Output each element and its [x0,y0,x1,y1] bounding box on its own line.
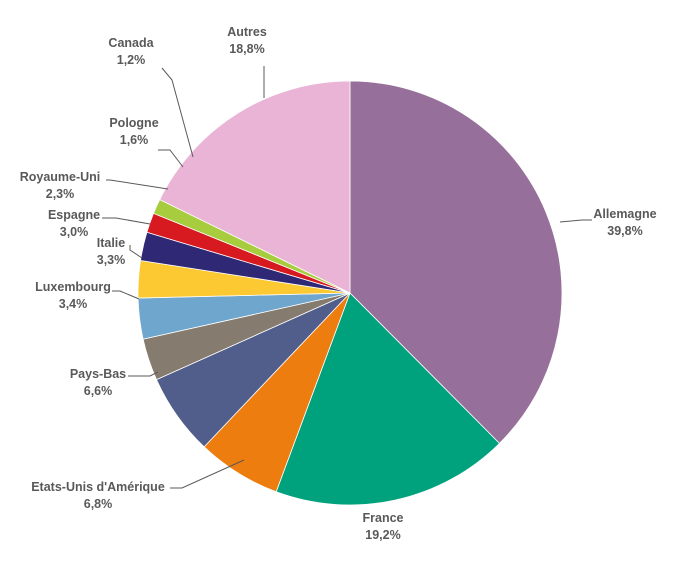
data-label: Etats-Unis d'Amérique 6,8% [31,480,165,511]
slice-value: 6,6% [84,384,113,398]
slice-name: Royaume-Uni [20,170,101,184]
data-label: Pologne 1,6% [109,116,158,147]
slice-value: 18,8% [229,42,264,56]
slice-name: Allemagne [593,207,656,221]
data-label: Autres 18,8% [227,25,267,56]
slice-name: Canada [108,36,154,50]
data-label: France 19,2% [363,511,404,542]
leader-line [102,217,151,225]
slice-name: Etats-Unis d'Amérique [31,480,165,494]
slice-name: Luxembourg [35,280,111,294]
pie-slice-autres [159,80,351,294]
data-label: Canada 1,2% [108,36,154,67]
leader-line [128,371,159,377]
data-labels: Allemagne 39,8% France 19,2% Etats-Unis d'Am… [20,25,657,542]
slice-name: Pologne [109,116,158,130]
slice-name: Pays-Bas [70,367,126,381]
leader-line [170,459,245,489]
leader-line [112,290,140,300]
pie-slice-allemagne [349,80,563,444]
data-label: Espagne 3,0% [48,208,100,239]
slice-value: 6,8% [84,497,113,511]
leader-line [106,179,169,190]
leader-line [158,149,184,168]
slice-value: 2,3% [46,187,75,201]
data-label: Luxembourg 3,4% [35,280,111,311]
slice-value: 1,6% [120,133,149,147]
slice-value: 3,0% [60,225,89,239]
slice-value: 3,3% [97,253,126,267]
slice-name: Italie [97,236,126,250]
slice-name: Autres [227,25,267,39]
data-label: Pays-Bas 6,6% [70,367,126,398]
slice-value: 3,4% [59,297,88,311]
slice-name: France [363,511,404,525]
pie-slice-france [275,292,501,506]
slice-value: 1,2% [117,53,146,67]
leader-line [161,67,194,158]
leader-line [129,245,143,259]
pie-slices [137,80,563,506]
data-label: Allemagne 39,8% [593,207,656,238]
data-label: Italie 3,3% [97,236,126,267]
slice-value: 19,2% [365,528,400,542]
slice-name: Espagne [48,208,100,222]
data-label: Royaume-Uni 2,3% [20,170,101,201]
slice-value: 39,8% [607,224,642,238]
leader-line [559,219,592,223]
